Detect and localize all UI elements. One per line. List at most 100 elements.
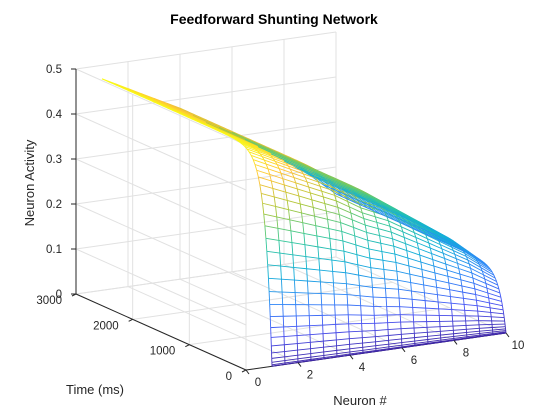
surface-mesh-line: [287, 200, 301, 205]
surface-mesh-line: [487, 292, 490, 299]
surface-mesh-line: [271, 362, 286, 366]
surface-mesh-line: [319, 186, 323, 192]
surface-mesh-line: [363, 193, 368, 197]
surface-mesh-line: [269, 174, 283, 180]
surface-mesh-line: [325, 173, 330, 177]
surface-mesh-line: [470, 268, 473, 274]
surface-mesh-line: [320, 281, 334, 284]
grid-line: [75, 248, 247, 326]
surface-mesh-line: [303, 173, 317, 179]
surface-mesh-line: [303, 163, 307, 166]
surface-mesh-line: [274, 160, 289, 167]
surface-mesh-line: [477, 261, 480, 265]
surface-mesh-line: [475, 300, 478, 306]
surface-mesh-line: [420, 225, 434, 233]
surface-mesh-line: [313, 207, 327, 212]
surface-mesh-line: [280, 172, 295, 178]
surface-mesh-line: [315, 174, 323, 179]
surface-mesh-line: [399, 214, 404, 218]
surface-mesh-line: [218, 130, 223, 134]
surface-mesh-line: [413, 326, 428, 329]
surface-mesh-line: [373, 200, 378, 204]
surface-mesh-line: [464, 304, 478, 307]
surface-mesh-line: [372, 286, 386, 289]
surface-mesh-line: [412, 307, 414, 315]
surface-mesh-line: [156, 102, 163, 107]
surface-mesh-line: [387, 205, 392, 208]
surface-mesh-line: [422, 276, 436, 281]
surface-mesh-line: [373, 210, 380, 214]
surface-mesh-line: [472, 277, 487, 284]
surface-mesh-line: [414, 339, 428, 342]
surface-mesh-line: [363, 218, 366, 226]
surface-mesh-line: [450, 296, 464, 299]
surface-mesh-line: [396, 220, 402, 224]
surface-mesh-line: [366, 203, 381, 214]
surface-mesh-line: [401, 344, 416, 348]
surface-mesh-line: [398, 217, 404, 221]
surface-mesh-line: [268, 153, 272, 157]
surface-mesh-line: [336, 190, 343, 194]
surface-mesh-line: [490, 307, 504, 311]
surface-mesh-line: [433, 237, 439, 240]
surface-mesh-line: [178, 110, 185, 114]
surface-mesh-line: [385, 215, 392, 219]
surface-mesh-line: [466, 330, 480, 333]
surface-mesh-line: [425, 234, 439, 242]
surface-mesh-line: [360, 207, 374, 213]
surface-mesh-line: [454, 241, 458, 245]
surface-mesh-line: [274, 161, 278, 165]
surface-mesh-line: [446, 269, 461, 275]
surface-mesh-line: [405, 243, 419, 250]
surface-mesh-line: [447, 276, 450, 284]
surface-mesh-line: [270, 180, 274, 189]
surface-mesh-line: [238, 134, 246, 139]
surface-mesh-line: [464, 310, 466, 316]
surface-mesh-line: [309, 324, 323, 327]
surface-mesh-line: [349, 351, 364, 355]
surface-mesh-line: [401, 332, 415, 335]
surface-mesh-line: [471, 272, 485, 280]
surface-mesh-line: [322, 184, 330, 189]
surface-mesh-line: [481, 270, 484, 276]
surface-mesh-line: [386, 207, 391, 211]
surface-mesh-line: [486, 265, 490, 268]
surface-mesh-line: [445, 263, 448, 271]
surface-mesh-line: [414, 343, 429, 347]
surface-mesh-line: [287, 165, 291, 170]
surface-mesh-line: [336, 348, 350, 351]
surface-mesh-line: [469, 263, 483, 272]
surface-mesh-line: [257, 150, 271, 157]
surface-mesh-line: [323, 349, 337, 353]
surface-mesh-line: [488, 302, 491, 308]
surface-mesh-line: [244, 141, 248, 145]
surface-mesh-line: [368, 198, 374, 202]
surface-mesh-line: [375, 204, 381, 208]
surface-mesh-line: [375, 339, 389, 343]
surface-mesh-line: [377, 228, 380, 236]
surface-mesh-line: [452, 324, 467, 327]
surface-mesh-line: [479, 264, 493, 273]
surface-mesh-line: [421, 269, 424, 278]
surface-mesh-line: [329, 238, 343, 242]
surface-mesh-line: [322, 332, 337, 335]
surface-mesh-line: [377, 208, 384, 212]
surface-mesh-line: [468, 253, 472, 256]
surface-mesh-line: [369, 257, 383, 261]
surface-mesh-line: [270, 153, 278, 158]
surface-mesh-line: [205, 119, 213, 123]
surface-mesh-line: [147, 96, 155, 100]
surface-mesh-line: [201, 120, 207, 124]
surface-mesh-line: [498, 288, 501, 294]
surface-mesh-line: [283, 160, 291, 165]
surface-mesh-line: [250, 139, 256, 143]
surface-mesh-line: [407, 218, 421, 227]
surface-mesh-line: [121, 86, 129, 91]
surface-mesh-line: [181, 114, 187, 118]
surface-mesh-line: [283, 335, 298, 337]
surface-mesh-line: [302, 163, 308, 167]
surface-mesh-line: [147, 96, 155, 101]
surface-mesh-line: [153, 99, 161, 104]
surface-mesh-line: [412, 298, 426, 302]
